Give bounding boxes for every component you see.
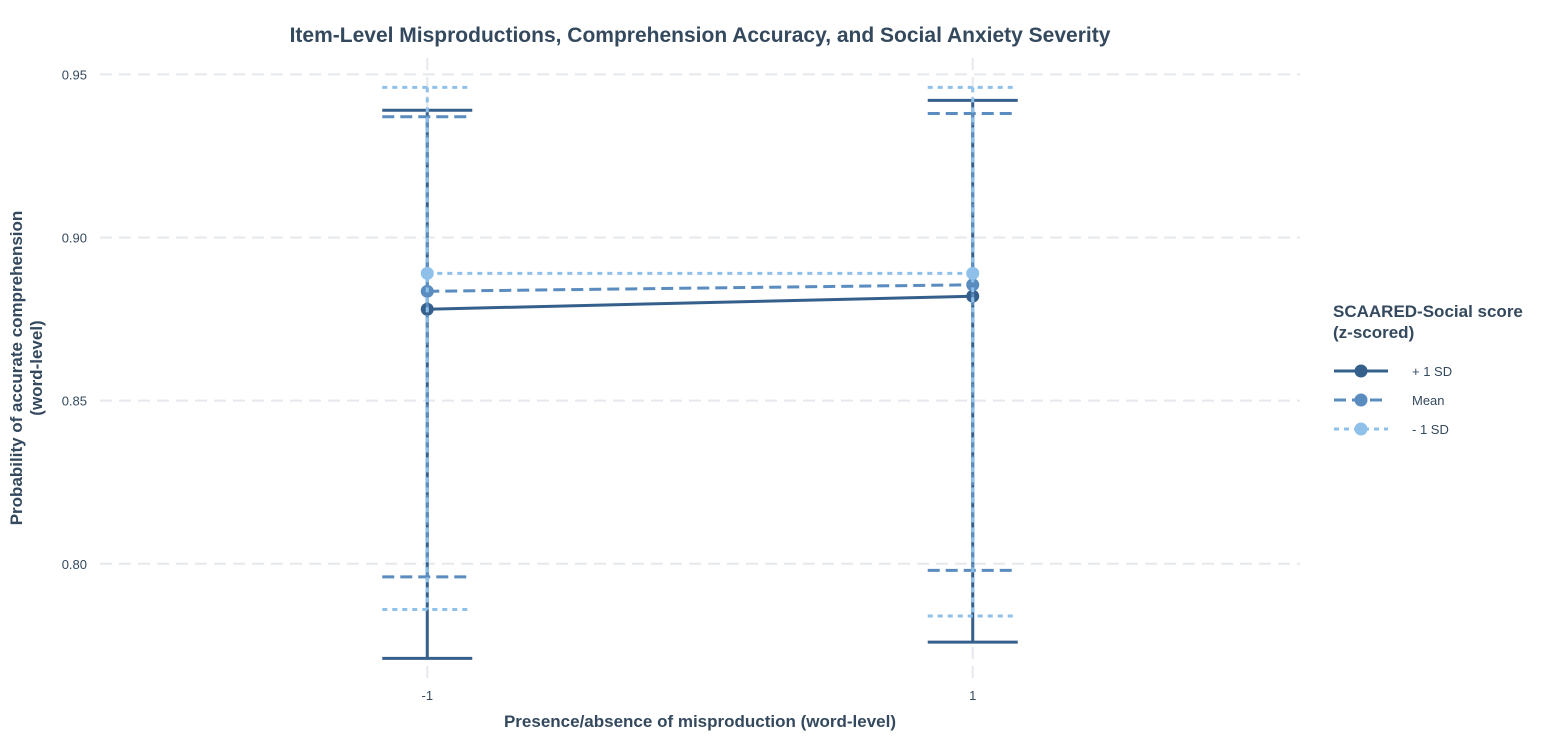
data-point (966, 278, 980, 292)
series-line (427, 283, 973, 293)
chart-title: Item-Level Misproductions, Comprehension… (290, 24, 1111, 47)
y-tick-label: 0.95 (62, 67, 87, 82)
legend-label: + 1 SD (1412, 364, 1452, 379)
y-tick-label: 0.80 (62, 557, 87, 572)
x-tick-label: 1 (969, 688, 976, 703)
legend-items: + 1 SD Mean - 1 SD (1334, 364, 1452, 437)
legend: SCAARED-Social score (z-scored) + 1 SD Me… (1333, 302, 1523, 437)
series-0 (382, 98, 1018, 660)
legend-key-point (1354, 364, 1368, 378)
x-axis-title: Presence/absence of misproduction (word-… (504, 712, 896, 731)
x-tick-label: -1 (421, 688, 433, 703)
series-1 (382, 111, 1018, 579)
legend-label: - 1 SD (1412, 422, 1449, 437)
legend-title-line1: SCAARED-Social score (1333, 302, 1523, 321)
y-axis-title-line1: Probability of accurate comprehension (7, 211, 26, 526)
data-point (420, 266, 434, 280)
legend-label: Mean (1412, 393, 1445, 408)
legend-key-point (1354, 393, 1368, 407)
series-2 (382, 85, 1018, 618)
series-layer (382, 85, 1018, 660)
grid-layer (100, 58, 1300, 678)
y-axis-title: Probability of accurate comprehension (w… (7, 211, 46, 526)
y-tick-label: 0.85 (62, 394, 87, 409)
data-point (966, 266, 980, 280)
y-tick-label: 0.90 (62, 230, 87, 245)
x-axis-ticks: -1 1 (421, 688, 976, 703)
legend-title-line2: (z-scored) (1333, 323, 1414, 342)
legend-key-point (1354, 422, 1368, 436)
y-axis-title-line2: (word-level) (27, 320, 46, 415)
series-line (427, 294, 973, 311)
y-axis-ticks: 0.80 0.85 0.90 0.95 (62, 67, 87, 571)
